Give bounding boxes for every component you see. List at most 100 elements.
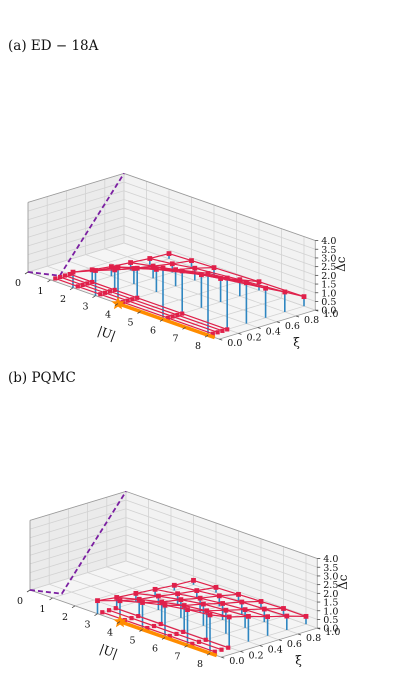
floor-point [215, 330, 220, 335]
floor-point [113, 606, 118, 611]
data-point [265, 614, 270, 620]
data-point [191, 577, 196, 583]
data-point [115, 264, 121, 270]
y-tick-mark [295, 315, 300, 318]
mesh-line-u [193, 579, 307, 617]
x-tick-mark [71, 605, 76, 609]
x-tick-label: 8 [195, 341, 201, 352]
data-point [134, 265, 140, 271]
floor-point [196, 639, 202, 644]
x-tick-mark [206, 652, 211, 656]
x-tick-label: 6 [152, 643, 158, 654]
floor-point [58, 274, 63, 280]
z-axis-label: Δc [334, 256, 348, 272]
y-tick-mark [259, 645, 263, 647]
x-tick-mark [26, 589, 31, 593]
x-tick-mark [182, 326, 186, 330]
data-point [160, 265, 166, 271]
data-point [301, 294, 307, 300]
y-tick-label: 0.0 [229, 656, 244, 667]
x-tick-label: 2 [60, 294, 66, 305]
x-tick-mark [69, 287, 74, 291]
x-tick-label: 3 [82, 302, 88, 313]
panel-b-title: (b) PQMC [8, 370, 76, 386]
x-axis-label: |U| [96, 324, 118, 343]
x-tick-mark [204, 334, 209, 338]
floor-point [175, 312, 180, 318]
mesh-line-u [97, 600, 211, 616]
data-point [131, 266, 137, 271]
grid-line [87, 503, 280, 641]
floor-point [106, 608, 112, 613]
y-tick-mark [278, 639, 282, 642]
grid-line [106, 497, 299, 635]
x-tick-label: 5 [127, 318, 133, 329]
mesh-line-xi [164, 600, 262, 607]
floor-point [125, 298, 130, 303]
data-point [159, 599, 165, 605]
y-tick-label: 0.2 [248, 650, 263, 661]
y-axis-label: ξ [295, 654, 302, 668]
data-point [224, 275, 230, 281]
floor-point [158, 621, 163, 627]
x-tick-mark [139, 629, 143, 632]
y-tick-label: 1.0 [325, 627, 340, 638]
floor-point [135, 295, 140, 300]
data-point [156, 593, 161, 599]
ordered-phase-line [119, 619, 218, 658]
x-tick-label: 6 [150, 325, 156, 336]
y-tick-label: 0.6 [287, 639, 302, 650]
y-tick-mark [240, 650, 244, 653]
x-tick-label: 4 [107, 628, 113, 639]
y-tick-label: 0.6 [285, 321, 300, 332]
floor-point [203, 637, 208, 642]
floor-line [108, 609, 222, 651]
surface [95, 577, 309, 654]
data-point [204, 608, 210, 614]
mesh-line-u [174, 584, 287, 617]
pane-edge [29, 491, 127, 521]
x-axis-label: |U| [98, 642, 120, 661]
data-point [220, 601, 225, 606]
surface [70, 251, 307, 336]
z-tick-label: 0.5 [323, 615, 338, 626]
data-point [185, 607, 190, 613]
data-point [179, 268, 185, 274]
floor-point [103, 290, 108, 295]
y-tick-mark [297, 633, 302, 636]
data-point [281, 606, 286, 611]
mesh-line-xi [187, 607, 284, 612]
x-tick-mark [184, 644, 188, 648]
z-tick-label: 2.0 [321, 271, 336, 282]
x-tick-mark [24, 271, 29, 275]
floor-line [69, 273, 228, 330]
data-point [189, 258, 194, 264]
x-tick-label: 7 [174, 651, 180, 662]
y-tick-mark [276, 321, 280, 324]
data-point [239, 599, 245, 605]
floor-point [167, 633, 172, 639]
critical-point-star [111, 296, 125, 310]
data-point [226, 614, 232, 620]
x-tick-label: 1 [37, 286, 43, 297]
y-tick-label: 1.0 [323, 309, 338, 320]
y-tick-label: 0.0 [227, 338, 242, 349]
floor-point [53, 276, 58, 281]
data-point [109, 264, 114, 270]
mesh-line-xi [209, 614, 307, 618]
data-point [205, 271, 211, 276]
mesh-line-xi [142, 593, 239, 604]
floor-point [226, 645, 231, 650]
y-tick-label: 0.8 [304, 315, 319, 326]
data-point [236, 592, 241, 597]
floor-point [170, 314, 175, 319]
x-tick-label: 3 [84, 620, 90, 631]
data-point [199, 272, 204, 278]
data-point [258, 599, 264, 604]
y-tick-label: 0.4 [268, 645, 283, 656]
x-tick-label: 8 [197, 659, 203, 670]
floor-point [100, 610, 105, 615]
y-tick-mark [221, 656, 225, 659]
mesh-line-xi [72, 253, 170, 273]
